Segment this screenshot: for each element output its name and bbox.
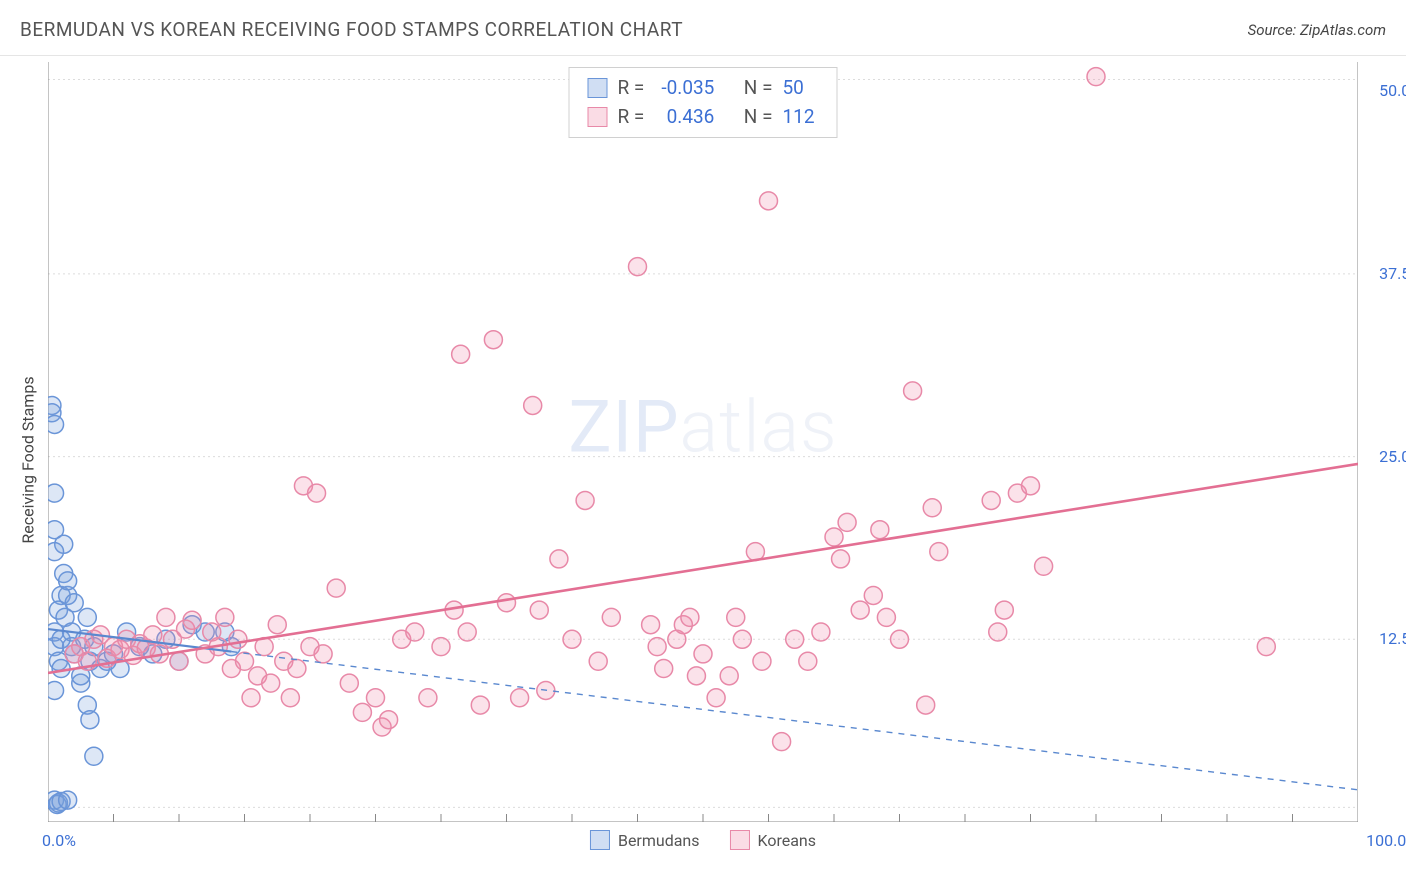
y-tick-label: 25.0% [1362,447,1406,466]
corr-r-koreans: 0.436 [654,103,714,132]
corr-n-koreans: 112 [783,103,819,132]
swatch-koreans [588,107,608,127]
legend-swatch-koreans [730,830,750,850]
chart-area: ZIPatlas R = -0.035 N = 50 R = 0.436 N =… [48,62,1358,822]
bottom-legend: Bermudans Koreans [590,830,816,850]
source-prefix: Source: [1248,21,1300,39]
y-axis-label: Receiving Food Stamps [19,376,38,543]
legend-item-koreans: Koreans [730,830,817,850]
chart-header: BERMUDAN VS KOREAN RECEIVING FOOD STAMPS… [0,0,1406,56]
legend-label-koreans: Koreans [758,831,817,850]
legend-item-bermudans: Bermudans [590,830,700,850]
y-tick-label: 12.5% [1362,629,1406,648]
corr-r-label-2: R = [618,103,645,132]
x-tick-label: 100.0% [1366,831,1406,850]
corr-n-label: N = [744,74,773,103]
x-tick-label: 0.0% [42,831,76,850]
corr-r-bermudans: -0.035 [654,74,714,103]
chart-title: BERMUDAN VS KOREAN RECEIVING FOOD STAMPS… [20,18,683,41]
source-link[interactable]: ZipAtlas.com [1300,21,1386,39]
corr-r-label: R = [618,74,645,103]
y-tick-label: 50.0% [1362,81,1406,100]
correlation-legend: R = -0.035 N = 50 R = 0.436 N = 112 [569,67,838,138]
corr-n-label-2: N = [744,103,773,132]
legend-swatch-bermudans [590,830,610,850]
swatch-bermudans [588,78,608,98]
corr-row-bermudans: R = -0.035 N = 50 [588,74,819,103]
corr-n-bermudans: 50 [783,74,819,103]
y-tick-label: 37.5% [1362,264,1406,283]
legend-label-bermudans: Bermudans [618,831,700,850]
scatter-plot [48,62,1358,822]
chart-source: Source: ZipAtlas.com [1248,21,1386,39]
corr-row-koreans: R = 0.436 N = 112 [588,103,819,132]
